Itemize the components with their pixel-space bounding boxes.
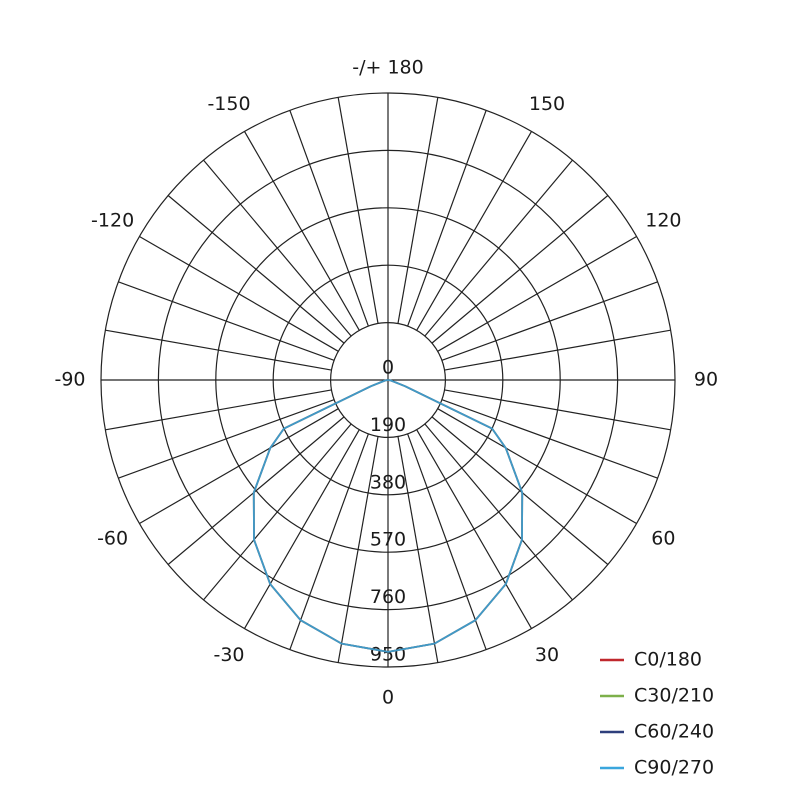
angle-label: 60 — [651, 528, 675, 550]
legend-label: C60/240 — [634, 721, 714, 743]
grid-spoke — [397, 97, 439, 324]
radial-tick-label: 380 — [370, 471, 406, 493]
grid-spoke — [289, 110, 369, 327]
angle-label: 30 — [535, 644, 559, 666]
angle-label: 0 — [382, 687, 394, 709]
grid-spoke — [431, 195, 609, 344]
grid-spoke — [337, 436, 379, 663]
radial-tick-label: 0 — [382, 357, 394, 379]
radial-tick-label: 190 — [370, 414, 406, 436]
grid-spoke — [424, 159, 573, 337]
grid-spoke — [437, 408, 637, 525]
angle-label: -30 — [213, 644, 244, 666]
grid-spoke — [424, 423, 573, 601]
angle-label: -90 — [54, 369, 85, 391]
series-curve-C90-270 — [252, 379, 524, 653]
angle-label: 90 — [694, 369, 718, 391]
grid-spoke — [416, 429, 533, 629]
grid-spoke — [167, 195, 345, 344]
grid-spoke — [441, 399, 658, 479]
grid-spoke — [444, 389, 671, 431]
grid-spoke — [407, 110, 487, 327]
grid-spoke — [243, 131, 360, 331]
grid-spoke — [444, 329, 671, 371]
legend-label: C30/210 — [634, 685, 714, 707]
angle-label: 120 — [645, 210, 681, 232]
grid-spoke — [203, 159, 352, 337]
angle-label: -150 — [207, 93, 250, 115]
grid-spoke — [431, 416, 609, 565]
radial-tick-label: 760 — [370, 586, 406, 608]
grid-spoke — [416, 131, 533, 331]
grid-spoke — [139, 235, 339, 352]
grid-spoke — [167, 416, 345, 565]
grid-spoke — [203, 423, 352, 601]
grid-spoke — [441, 281, 658, 361]
angle-label: -120 — [91, 210, 134, 232]
grid-spoke — [289, 433, 369, 650]
grid-spoke — [139, 408, 339, 525]
radial-tick-label: 950 — [370, 644, 406, 666]
grid-spoke — [243, 429, 360, 629]
grid-spoke — [118, 399, 335, 479]
angle-label: -/+ 180 — [352, 57, 423, 79]
grid-spoke — [105, 389, 332, 431]
grid-spoke — [118, 281, 335, 361]
grid-spoke — [105, 329, 332, 371]
legend-label: C0/180 — [634, 649, 702, 671]
angle-label: -60 — [97, 528, 128, 550]
grid-spoke — [397, 436, 439, 663]
angle-label: 150 — [529, 93, 565, 115]
grid-spoke — [437, 235, 637, 352]
grid-spoke — [407, 433, 487, 650]
grid-spoke — [337, 97, 379, 324]
radial-tick-label: 570 — [370, 529, 406, 551]
legend-label: C90/270 — [634, 757, 714, 779]
